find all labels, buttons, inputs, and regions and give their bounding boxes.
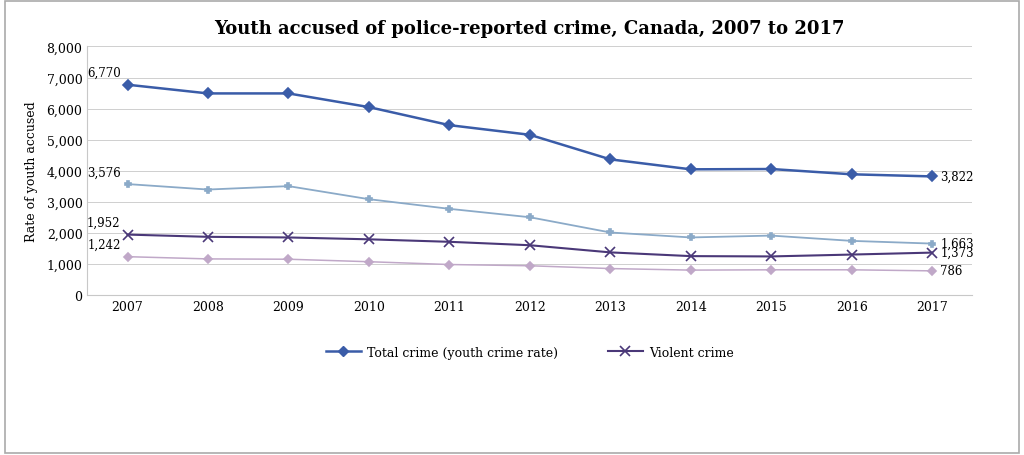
- Violent crime: [122, 233, 134, 238]
- Violent crime: [604, 250, 616, 256]
- Total crime (youth crime rate): [283, 91, 295, 97]
- Violent crime: [765, 254, 777, 260]
- Text: 3,822: 3,822: [940, 171, 974, 183]
- Total crime (youth crime rate): [443, 123, 456, 129]
- Legend: Total crime (youth crime rate), Violent crime: Total crime (youth crime rate), Violent …: [321, 341, 739, 364]
- Line: Violent crime: Violent crime: [123, 230, 937, 262]
- Total crime (youth crime rate): [685, 167, 697, 173]
- Violent crime: [685, 254, 697, 259]
- Text: 1,952: 1,952: [87, 217, 121, 229]
- Total crime (youth crime rate): [122, 83, 134, 88]
- Violent crime: [926, 250, 938, 256]
- Total crime (youth crime rate): [926, 174, 938, 180]
- Y-axis label: Rate of youth accused: Rate of youth accused: [26, 101, 38, 242]
- Violent crime: [362, 237, 375, 243]
- Line: Total crime (youth crime rate): Total crime (youth crime rate): [124, 82, 936, 181]
- Total crime (youth crime rate): [765, 167, 777, 172]
- Violent crime: [283, 235, 295, 241]
- Text: 6,770: 6,770: [87, 67, 121, 80]
- Violent crime: [523, 243, 536, 248]
- Text: 3,576: 3,576: [87, 166, 121, 179]
- Violent crime: [202, 235, 214, 240]
- Violent crime: [443, 239, 456, 245]
- Title: Youth accused of police-reported crime, Canada, 2007 to 2017: Youth accused of police-reported crime, …: [215, 20, 845, 37]
- Total crime (youth crime rate): [846, 172, 858, 177]
- Total crime (youth crime rate): [362, 105, 375, 111]
- Text: 1,663: 1,663: [940, 238, 974, 251]
- Total crime (youth crime rate): [202, 91, 214, 97]
- Total crime (youth crime rate): [604, 157, 616, 163]
- Violent crime: [846, 252, 858, 258]
- Text: 1,373: 1,373: [940, 247, 974, 259]
- Text: 1,242: 1,242: [87, 238, 121, 252]
- Text: 786: 786: [940, 265, 963, 278]
- Total crime (youth crime rate): [523, 133, 536, 138]
